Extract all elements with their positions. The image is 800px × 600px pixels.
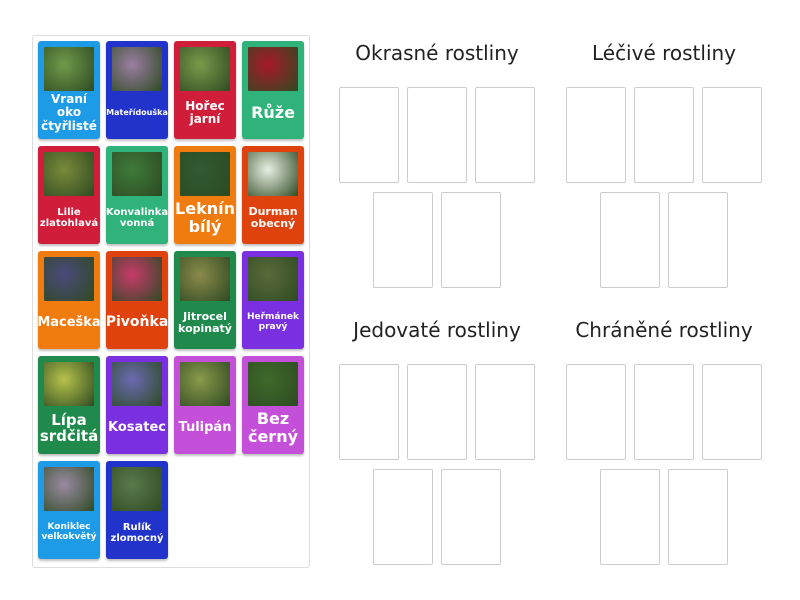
plant-card[interactable]: Hořec jarní: [174, 41, 236, 139]
plant-photo: [180, 257, 230, 301]
plant-photo: [112, 467, 162, 511]
plant-photo: [112, 47, 162, 91]
plant-card[interactable]: Tulipán: [174, 356, 236, 454]
plant-photo: [112, 152, 162, 196]
drop-slot[interactable]: [566, 364, 626, 460]
group-title: Jedovaté rostliny: [353, 318, 521, 342]
plant-photo: [248, 257, 298, 301]
card-label: Maceška: [38, 314, 100, 330]
card-label: Lípa srdčitá: [39, 410, 99, 445]
plant-photo: [248, 362, 298, 406]
plant-photo: [44, 47, 94, 91]
drop-slot[interactable]: [475, 364, 535, 460]
plant-photo: [180, 47, 230, 91]
group-title: Okrasné rostliny: [355, 41, 519, 65]
card-label: Vraní oko čtyřlisté: [41, 92, 97, 133]
drop-slot[interactable]: [373, 469, 433, 565]
drop-slot[interactable]: [634, 87, 694, 183]
drop-slot[interactable]: [600, 469, 660, 565]
card-label: Lilie zlatohlavá: [39, 207, 99, 229]
card-label: Mateřídouška: [106, 107, 168, 117]
plant-photo: [248, 152, 298, 196]
plant-card[interactable]: Vraní oko čtyřlisté: [38, 41, 100, 139]
card-label: Heřmánek pravý: [246, 312, 300, 332]
drop-slot[interactable]: [702, 87, 762, 183]
plant-photo: [112, 257, 162, 301]
drop-slot[interactable]: [373, 192, 433, 288]
plant-photo: [44, 152, 94, 196]
plant-card[interactable]: Konvalinka vonná: [106, 146, 168, 244]
card-label: Růže: [251, 103, 295, 123]
drop-slot[interactable]: [475, 87, 535, 183]
group-title: Chráněné rostliny: [575, 318, 753, 342]
card-label: Hořec jarní: [185, 98, 225, 126]
plant-card[interactable]: Jitrocel kopinatý: [174, 251, 236, 349]
plant-photo: [180, 362, 230, 406]
card-label: Jitrocel kopinatý: [178, 309, 232, 335]
card-pool: Vraní oko čtyřlisté Mateřídouška Hořec jar…: [32, 35, 310, 568]
card-label: Koniklec velkokvětý: [41, 522, 97, 542]
drop-slot[interactable]: [339, 364, 399, 460]
plant-card[interactable]: Durman obecný: [242, 146, 304, 244]
plant-photo: [180, 152, 230, 196]
plant-card[interactable]: Mateřídouška: [106, 41, 168, 139]
plant-card[interactable]: Lípa srdčitá: [38, 356, 100, 454]
plant-card[interactable]: Bez černý: [242, 356, 304, 454]
plant-photo: [44, 257, 94, 301]
card-label: Bez černý: [247, 409, 299, 446]
drop-slot[interactable]: [702, 364, 762, 460]
drop-slot[interactable]: [600, 192, 660, 288]
plant-photo: [248, 47, 298, 91]
plant-card[interactable]: Pivoňka: [106, 251, 168, 349]
drop-slot[interactable]: [441, 469, 501, 565]
drop-slot[interactable]: [566, 87, 626, 183]
drop-slot[interactable]: [407, 87, 467, 183]
card-label: Rulík zlomocný: [110, 522, 164, 544]
plant-card[interactable]: Heřmánek pravý: [242, 251, 304, 349]
drop-slot[interactable]: [634, 364, 694, 460]
plant-card[interactable]: Růže: [242, 41, 304, 139]
plant-card[interactable]: Lilie zlatohlavá: [38, 146, 100, 244]
plant-card[interactable]: Rulík zlomocný: [106, 461, 168, 559]
plant-card[interactable]: Kosatec: [106, 356, 168, 454]
card-label: Leknín bílý: [175, 199, 235, 236]
drop-slot[interactable]: [441, 192, 501, 288]
group-title: Léčivé rostliny: [591, 41, 737, 65]
plant-photo: [112, 362, 162, 406]
plant-photo: [44, 362, 94, 406]
card-label: Konvalinka vonná: [106, 207, 168, 229]
drop-slot[interactable]: [407, 364, 467, 460]
drop-slot[interactable]: [339, 87, 399, 183]
card-label: Kosatec: [107, 419, 167, 435]
card-label: Durman obecný: [248, 204, 298, 230]
drop-slot[interactable]: [668, 192, 728, 288]
plant-card[interactable]: Maceška: [38, 251, 100, 349]
card-label: Pivoňka: [106, 314, 168, 331]
plant-photo: [44, 467, 94, 511]
card-label: Tulipán: [178, 419, 232, 435]
drop-slot[interactable]: [668, 469, 728, 565]
plant-card[interactable]: Leknín bílý: [174, 146, 236, 244]
plant-card[interactable]: Koniklec velkokvětý: [38, 461, 100, 559]
